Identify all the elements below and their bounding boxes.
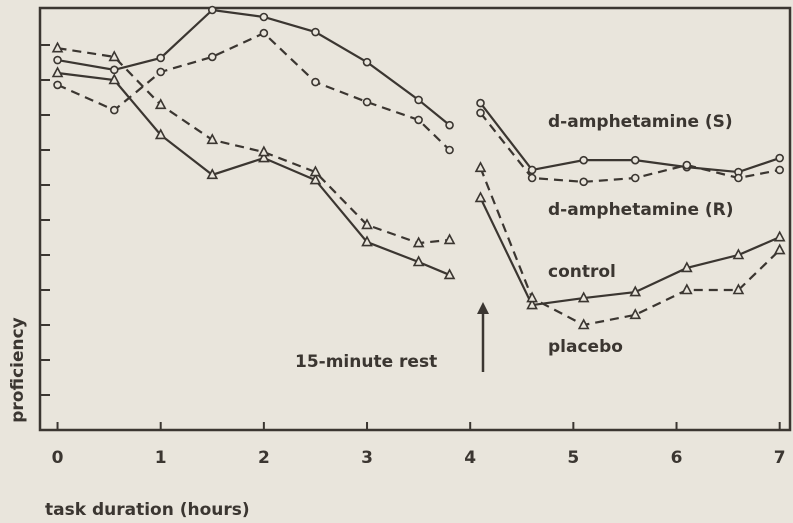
marker (476, 108, 485, 118)
marker (681, 283, 693, 295)
marker (109, 105, 119, 115)
marker (732, 248, 745, 260)
marker (629, 308, 642, 320)
marker (681, 261, 693, 273)
x-tick-label: 3 (361, 448, 373, 468)
series-line (479, 167, 781, 327)
marker (362, 57, 372, 67)
marker (630, 155, 640, 165)
marker (630, 173, 640, 183)
marker (108, 73, 121, 85)
marker (577, 291, 590, 303)
series-label: d-amphetamine (R) (548, 200, 734, 220)
marker (156, 53, 166, 63)
x-tick-label: 4 (464, 448, 476, 468)
series-label: placebo (548, 337, 623, 357)
marker (414, 95, 423, 105)
x-tick-label: 7 (774, 448, 786, 468)
marker (474, 191, 487, 203)
series-label: control (548, 262, 616, 282)
marker (259, 12, 269, 22)
marker (734, 173, 743, 183)
annotation: 15-minute rest (295, 352, 437, 372)
marker (775, 153, 784, 163)
marker (682, 160, 692, 170)
marker (259, 28, 269, 38)
marker (258, 151, 270, 163)
marker (108, 50, 121, 62)
marker (579, 177, 588, 187)
marker (577, 318, 590, 330)
marker (51, 66, 64, 78)
marker (309, 165, 322, 177)
marker (773, 243, 786, 255)
x-axis-label: task duration (hours) (45, 500, 250, 520)
marker (309, 173, 322, 185)
marker (775, 165, 784, 175)
marker (51, 41, 64, 53)
series-line (57, 47, 450, 245)
marker (445, 145, 454, 155)
marker (258, 145, 270, 157)
marker (414, 115, 423, 125)
marker (361, 218, 373, 230)
marker (311, 27, 320, 37)
marker (311, 77, 320, 87)
marker (443, 233, 456, 245)
x-tick-label: 1 (155, 448, 167, 468)
series-line (57, 71, 450, 276)
marker (361, 235, 373, 247)
marker (527, 165, 537, 175)
marker (474, 161, 487, 173)
marker (53, 80, 62, 90)
marker (109, 65, 119, 75)
marker (773, 230, 786, 242)
marker (732, 283, 745, 295)
marker (443, 268, 456, 280)
series-line (57, 31, 451, 151)
y-axis-label: proficiency (8, 317, 28, 423)
marker (154, 128, 167, 140)
marker (154, 98, 167, 110)
marker (412, 255, 425, 267)
x-tick-label: 2 (258, 448, 270, 468)
x-tick-label: 6 (671, 448, 683, 468)
marker (362, 97, 372, 107)
arrow-head (477, 302, 489, 314)
marker (476, 98, 485, 108)
x-tick-label: 0 (52, 448, 64, 468)
series-label: d-amphetamine (S) (548, 112, 733, 132)
x-tick-label: 5 (567, 448, 579, 468)
marker (527, 173, 537, 183)
marker (206, 133, 219, 145)
marker (526, 298, 538, 310)
marker (526, 291, 538, 303)
marker (629, 285, 642, 297)
marker (53, 55, 62, 65)
marker (579, 155, 588, 165)
marker (206, 168, 219, 180)
marker (412, 236, 425, 248)
marker (445, 120, 454, 130)
marker (207, 52, 217, 62)
marker (207, 5, 217, 15)
marker (156, 67, 166, 77)
